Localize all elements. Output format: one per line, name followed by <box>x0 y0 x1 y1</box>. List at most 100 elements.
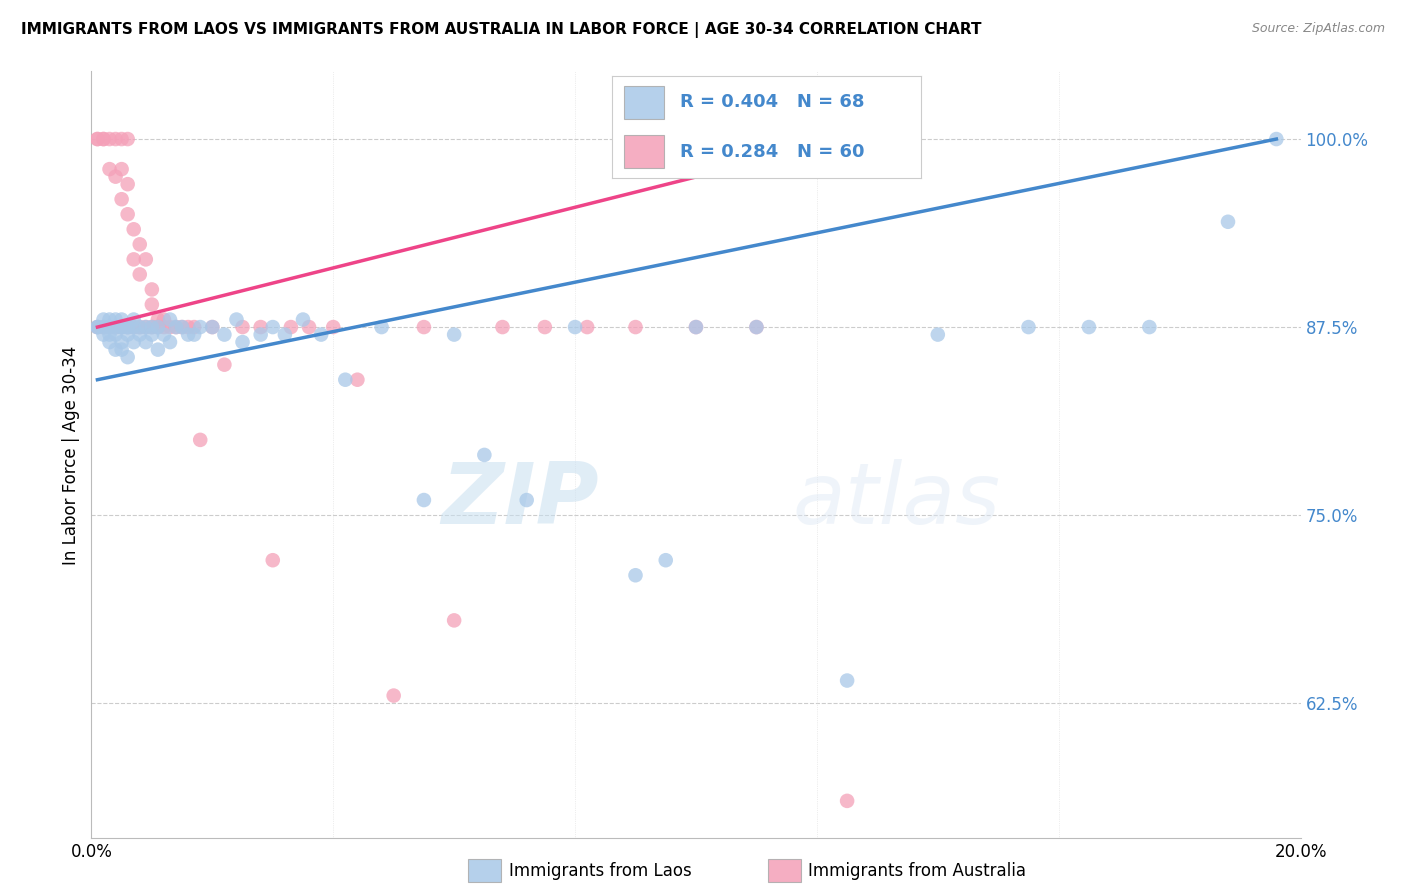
Point <box>231 320 253 334</box>
Point <box>262 553 284 567</box>
Point <box>93 132 115 146</box>
Point <box>128 327 150 342</box>
Point <box>1265 132 1288 146</box>
Point <box>111 320 132 334</box>
Point <box>104 132 127 146</box>
Text: ZIP: ZIP <box>441 459 599 542</box>
Point <box>122 320 145 334</box>
Point <box>104 327 127 342</box>
Point <box>111 192 132 206</box>
Point <box>122 320 145 334</box>
Point <box>745 320 768 334</box>
Point <box>111 162 132 177</box>
Text: Immigrants from Laos: Immigrants from Laos <box>509 862 692 880</box>
Point <box>135 320 157 334</box>
Point <box>117 350 139 364</box>
Text: R = 0.404   N = 68: R = 0.404 N = 68 <box>679 94 865 112</box>
Point <box>159 335 181 350</box>
Point <box>309 327 332 342</box>
Point <box>128 320 150 334</box>
Point <box>98 320 121 334</box>
Point <box>564 320 586 334</box>
Point <box>122 252 145 267</box>
Point <box>165 320 187 334</box>
Point <box>93 132 115 146</box>
Point <box>117 132 139 146</box>
Point <box>292 312 315 326</box>
Point <box>249 327 271 342</box>
Point <box>159 312 181 326</box>
Point <box>93 327 115 342</box>
Point <box>346 373 368 387</box>
Point <box>183 320 205 334</box>
Point <box>111 343 132 357</box>
Point <box>472 448 495 462</box>
Point <box>370 320 392 334</box>
Point <box>104 320 127 334</box>
Point <box>128 237 150 252</box>
Point <box>111 132 132 146</box>
Point <box>280 320 302 334</box>
Point <box>201 320 224 334</box>
Point <box>146 343 169 357</box>
Point <box>183 327 205 342</box>
Bar <box>768 859 801 882</box>
Point <box>214 327 236 342</box>
Point <box>146 320 169 334</box>
Point <box>159 320 181 334</box>
Point <box>117 320 139 334</box>
Point <box>111 320 132 334</box>
Point <box>86 132 108 146</box>
Point <box>249 320 271 334</box>
Point <box>135 320 157 334</box>
Point <box>413 320 436 334</box>
Point <box>1216 215 1239 229</box>
Point <box>117 177 139 191</box>
Point <box>117 207 139 221</box>
Point <box>146 312 169 326</box>
Point <box>128 320 150 334</box>
Point <box>98 312 121 326</box>
Point <box>104 312 127 326</box>
Point <box>98 162 121 177</box>
Point <box>443 327 465 342</box>
Point <box>1077 320 1099 334</box>
Point <box>231 335 253 350</box>
Bar <box>468 859 502 882</box>
Point <box>153 327 176 342</box>
Text: Source: ZipAtlas.com: Source: ZipAtlas.com <box>1251 22 1385 36</box>
Point <box>86 320 108 334</box>
Point <box>413 493 436 508</box>
Point <box>172 320 194 334</box>
Point <box>177 320 200 334</box>
Point <box>117 327 139 342</box>
Point <box>927 327 949 342</box>
Bar <box>624 136 664 168</box>
Point <box>533 320 555 334</box>
Point <box>135 252 157 267</box>
Point <box>141 283 163 297</box>
Point <box>141 297 163 311</box>
Point <box>274 327 297 342</box>
Point <box>1018 320 1040 334</box>
Point <box>86 320 108 334</box>
Point <box>214 358 236 372</box>
Text: IMMIGRANTS FROM LAOS VS IMMIGRANTS FROM AUSTRALIA IN LABOR FORCE | AGE 30-34 COR: IMMIGRANTS FROM LAOS VS IMMIGRANTS FROM … <box>21 22 981 38</box>
Point <box>93 320 115 334</box>
Point <box>443 613 465 627</box>
Point <box>624 320 647 334</box>
Point <box>98 132 121 146</box>
Point <box>516 493 538 508</box>
Point <box>122 335 145 350</box>
Bar <box>624 87 664 119</box>
Point <box>335 373 357 387</box>
Point <box>685 320 707 334</box>
Point <box>654 553 676 567</box>
Point <box>172 320 194 334</box>
Point <box>624 568 647 582</box>
Point <box>153 320 176 334</box>
Point <box>93 320 115 334</box>
Point <box>576 320 599 334</box>
Point <box>153 312 176 326</box>
Point <box>111 312 132 326</box>
